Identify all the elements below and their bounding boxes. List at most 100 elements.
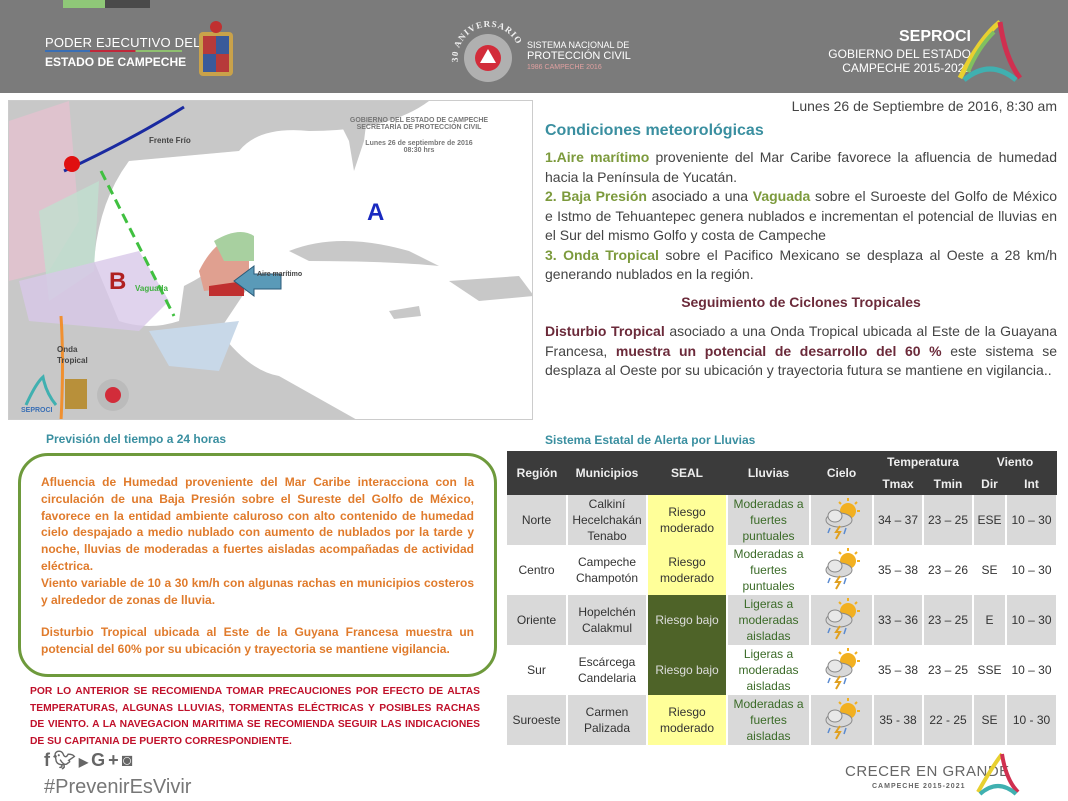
- cell-wind-dir: E: [973, 595, 1007, 645]
- storm-sun-icon: [810, 495, 874, 545]
- cell-tmax: 35 – 38: [873, 545, 924, 595]
- table-row: Centro Campeche Champotón Riesgo moderado M…: [507, 545, 1059, 595]
- cell-wind-int: 10 – 30: [1006, 545, 1059, 595]
- trough-label: Vaguada: [135, 284, 168, 293]
- cell-lluvias: Ligeras a moderadas aisladas: [727, 595, 811, 645]
- cell-tmin: 23 – 25: [923, 495, 974, 545]
- campeche-coat-of-arms-logo: [199, 21, 233, 76]
- cell-municipios: Escárcega Candelaria: [567, 645, 648, 695]
- cell-seal-status: Riesgo moderado: [647, 545, 728, 595]
- storm-sun-icon: [810, 595, 874, 645]
- table-row: Sur Escárcega Candelaria Riesgo bajo Ligera…: [507, 645, 1059, 695]
- cell-lluvias: Moderadas a fuertes puntuales: [727, 495, 811, 545]
- cyclone-potential: muestra un potencial de desarrollo del 6…: [615, 342, 942, 359]
- cell-municipios: Calkiní Hecelchakán Tenabo: [567, 495, 648, 545]
- map-logos: [24, 374, 129, 411]
- tab-accent-green: [63, 0, 105, 8]
- crecer-en-grande-logo-text: CRECER EN GRANDE: [845, 763, 1010, 780]
- table-row: Suroeste Carmen Palizada Riesgo moderado Mo…: [507, 695, 1059, 745]
- condition-3: 3. Onda Tropical sobre el Pacifico Mexic…: [545, 246, 1057, 285]
- cyclone-paragraph: Disturbio Tropical asociado a una Onda T…: [545, 322, 1057, 381]
- front-label: Frente Frío: [149, 136, 191, 145]
- crecer-en-grande-logo: [976, 752, 1020, 796]
- seproci-title: SEPROCI: [898, 28, 971, 45]
- cell-region: Sur: [507, 645, 568, 695]
- cell-tmax: 35 - 38: [873, 695, 924, 745]
- header-region: Región: [507, 451, 567, 495]
- cyclone-text-a: asociado a una Onda Tropical ubicada al …: [545, 323, 1058, 359]
- seproci-logo: [957, 20, 1023, 82]
- cell-wind-dir: SE: [973, 695, 1007, 745]
- condition-2-text-a: asociado a una: [646, 188, 753, 204]
- snpc-line3: 1986 CAMPECHE 2016: [527, 64, 602, 71]
- table-row: Oriente Hopelchén Calakmul Riesgo bajo Lige…: [507, 595, 1059, 645]
- facebook-icon[interactable]: f: [44, 750, 53, 770]
- cell-region: Oriente: [507, 595, 568, 645]
- report-date: Lunes 26 de Septiembre de 2016, 8:30 am: [791, 98, 1057, 114]
- cell-tmin: 23 – 25: [923, 595, 974, 645]
- alert-table-title: Sistema Estatal de Alerta por Lluvias: [545, 433, 756, 447]
- seproci-subtitle: GOBIERNO DEL ESTADO CAMPECHE 2015-2021: [828, 47, 971, 75]
- storm-sun-icon: [810, 545, 874, 595]
- cell-region: Suroeste: [507, 695, 568, 745]
- trough-line: [99, 170, 176, 317]
- header-cielo: Cielo: [810, 451, 873, 495]
- storm-sun-icon: [810, 645, 874, 695]
- rain-alert-table: Región Municipios SEAL Lluvias Cielo Tem…: [507, 451, 1059, 745]
- youtube-icon[interactable]: ▶: [78, 755, 92, 769]
- tropical-wave-label-2: Tropical: [57, 356, 88, 365]
- cell-wind-int: 10 – 30: [1006, 645, 1059, 695]
- instagram-icon[interactable]: ◙: [121, 750, 136, 770]
- tropical-wave-label: Onda Tropical: [57, 344, 88, 366]
- condition-3-text: sobre el Pacifico Mexicano se desplaza a…: [545, 246, 1057, 283]
- header-viento: Viento: [973, 451, 1058, 473]
- high-pressure-label: A: [367, 199, 385, 226]
- maritime-air-arrow: [233, 265, 282, 297]
- forecast-paragraph-2: Viento variable de 10 a 30 km/h con algu…: [41, 575, 474, 607]
- header-tmax: Tmax: [873, 473, 923, 495]
- cyclones-title: Seguimiento de Ciclones Tropicales: [681, 294, 921, 310]
- map-org-line2: SECRETARÍA DE PROTECCIÓN CIVIL: [356, 124, 482, 131]
- cell-lluvias: Moderadas a fuertes puntuales: [727, 545, 811, 595]
- google-plus-icon[interactable]: G+: [91, 750, 122, 770]
- proteccion-civil-anniversary-logo: 30 ANIVERSARIO: [450, 19, 524, 82]
- snpc-line2: PROTECCIÓN CIVIL: [527, 50, 631, 62]
- cell-tmax: 35 – 38: [873, 645, 924, 695]
- forecast-box: Afluencia de Humedad proveniente del Mar…: [18, 453, 497, 677]
- snpc-line1: SISTEMA NACIONAL DE: [527, 40, 630, 50]
- forecast-title: Previsión del tiempo a 24 horas: [46, 432, 227, 446]
- header-dir: Dir: [973, 473, 1006, 495]
- map-seproci-logo: SEPROCI: [21, 407, 53, 414]
- cell-seal-status: Riesgo moderado: [647, 495, 728, 545]
- cell-lluvias: Moderadas a fuertes aisladas: [727, 695, 811, 745]
- seproci-line2: CAMPECHE 2015-2021: [842, 61, 971, 75]
- cell-lluvias: Ligeras a moderadas aisladas: [727, 645, 811, 695]
- cell-wind-dir: ESE: [973, 495, 1007, 545]
- header-seal: SEAL: [647, 451, 727, 495]
- cell-region: Norte: [507, 495, 568, 545]
- cyclone-name: Disturbio Tropical: [545, 323, 665, 339]
- tab-accent-dark: [105, 0, 150, 8]
- condition-1-text: proveniente del Mar Caribe favorece la a…: [545, 149, 1057, 185]
- front-marker: [64, 156, 80, 172]
- cell-wind-dir: SSE: [973, 645, 1007, 695]
- cell-wind-int: 10 - 30: [1006, 695, 1059, 745]
- twitter-icon[interactable]: 🐦︎: [53, 750, 79, 770]
- cell-seal-status: Riesgo bajo: [647, 645, 728, 695]
- cell-tmin: 22 - 25: [923, 695, 974, 745]
- conditions-title: Condiciones meteorológicas: [545, 122, 764, 139]
- crecer-en-grande-subtitle: CAMPECHE 2015-2021: [872, 783, 966, 790]
- cell-tmin: 23 – 25: [923, 645, 974, 695]
- cell-tmax: 33 – 36: [873, 595, 924, 645]
- map-land-mexico: [9, 101, 429, 419]
- condition-1: 1.Aire marítimo proveniente del Mar Cari…: [545, 148, 1057, 187]
- cell-seal-status: Riesgo bajo: [647, 595, 728, 645]
- map-org-line1: GOBIERNO DEL ESTADO DE CAMPECHE: [349, 117, 489, 124]
- storm-sun-icon: [810, 695, 874, 745]
- map-time: 08:30 hrs: [403, 147, 435, 154]
- forecast-paragraph-3: Disturbio Tropical ubicada al Este de la…: [41, 625, 474, 657]
- header-banner: PODER EJECUTIVO DEL ESTADO DE CAMPECHE 3…: [0, 0, 1068, 93]
- header-temperatura: Temperatura: [873, 451, 973, 473]
- cell-tmin: 23 – 26: [923, 545, 974, 595]
- tropical-wave-label-1: Onda: [57, 345, 78, 354]
